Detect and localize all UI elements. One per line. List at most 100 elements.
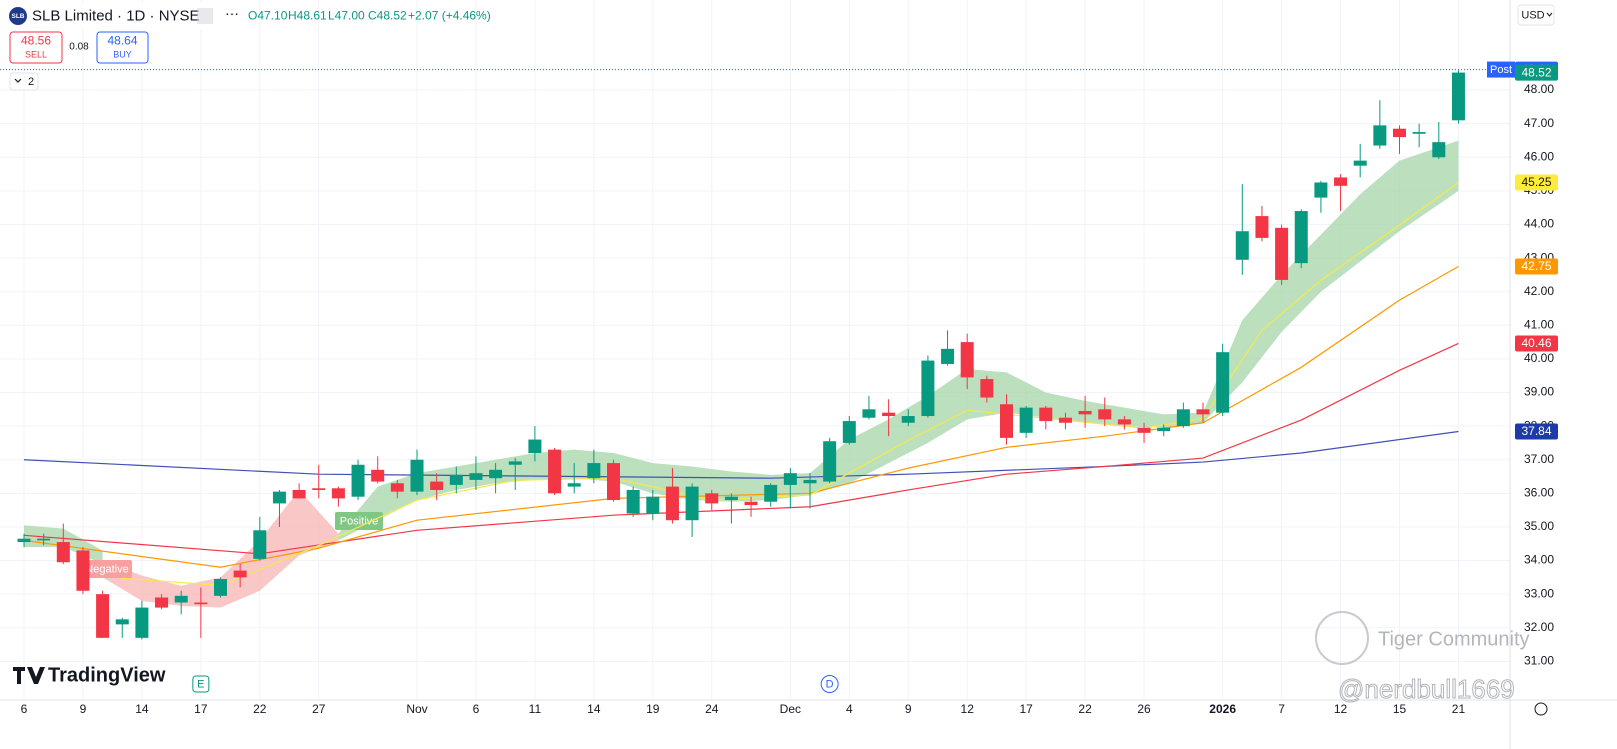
candle-body bbox=[567, 483, 581, 487]
time-axis-bg bbox=[0, 700, 1510, 749]
candle-body bbox=[744, 501, 758, 506]
moving-average bbox=[23, 265, 1459, 568]
x-tick-label: 14 bbox=[135, 702, 149, 716]
currency-chevron bbox=[1546, 12, 1553, 17]
candle-body bbox=[410, 459, 424, 492]
buy-price: 48.64 bbox=[107, 34, 137, 48]
candle-body bbox=[331, 488, 345, 499]
candle-body bbox=[214, 579, 227, 596]
candle-body bbox=[489, 469, 503, 479]
overlays: SLB SLB Limited · 1D · NYSE ⋯ O47.10 H48.… bbox=[0, 2, 1558, 716]
candle-body bbox=[1137, 427, 1151, 433]
candle-body bbox=[1235, 231, 1249, 260]
y-tick-label: 40.00 bbox=[1524, 351, 1554, 365]
x-tick-label: 17 bbox=[1019, 702, 1033, 716]
candle-body bbox=[980, 379, 994, 398]
candle-body bbox=[253, 530, 267, 559]
tv-logo-mark bbox=[13, 667, 45, 684]
candle-body bbox=[272, 491, 286, 504]
y-tick-label: 36.00 bbox=[1524, 485, 1554, 499]
symbol-title[interactable]: SLB Limited · 1D · NYSE bbox=[32, 7, 200, 24]
y-tick-label: 37.00 bbox=[1524, 452, 1554, 466]
candle-body bbox=[1412, 132, 1426, 134]
candle-body bbox=[842, 421, 856, 443]
x-tick-label: 9 bbox=[80, 702, 87, 716]
candle-body bbox=[1058, 417, 1072, 423]
candle-body bbox=[921, 360, 935, 417]
x-tick-label: 17 bbox=[194, 702, 208, 716]
positive-tag bbox=[335, 512, 383, 530]
moving-average bbox=[23, 342, 1459, 555]
sell-price: 48.56 bbox=[21, 34, 51, 48]
candle-body bbox=[960, 342, 974, 378]
candle-body bbox=[37, 538, 51, 541]
candle-body bbox=[823, 441, 837, 482]
sell-button[interactable] bbox=[9, 31, 63, 64]
x-tick-label: 12 bbox=[961, 702, 975, 716]
y-tick-label: 31.00 bbox=[1524, 654, 1554, 668]
candle-body bbox=[135, 607, 149, 638]
candle-body bbox=[783, 473, 797, 485]
event-label: E bbox=[197, 678, 204, 690]
x-tick-label: Dec bbox=[780, 702, 801, 716]
candle-body bbox=[1314, 182, 1328, 198]
moving-average bbox=[122, 181, 1459, 587]
candle-body bbox=[764, 484, 778, 502]
settings-icon[interactable] bbox=[1534, 702, 1548, 716]
ohlc: O47.10 H48.61 L47.00 C48.52 +2.07 (+4.46%) bbox=[248, 9, 491, 23]
candle-body bbox=[1334, 177, 1348, 186]
candle-body bbox=[607, 463, 620, 501]
indicators-toggle[interactable] bbox=[9, 72, 39, 91]
ohlc-value: L47.00 bbox=[328, 9, 365, 23]
event-marker bbox=[192, 675, 210, 693]
candle-body bbox=[1039, 407, 1053, 422]
candle-body bbox=[528, 439, 542, 454]
candle-body bbox=[430, 481, 444, 490]
candle-body bbox=[1216, 352, 1230, 413]
flag-icon[interactable] bbox=[197, 8, 213, 24]
x-tick-label: 26 bbox=[1137, 702, 1151, 716]
negative-tag bbox=[82, 560, 132, 578]
buy-button[interactable] bbox=[96, 31, 149, 64]
candle-body bbox=[351, 464, 365, 497]
y-tick-label: 44.00 bbox=[1524, 217, 1554, 231]
currency-button[interactable] bbox=[1517, 4, 1555, 26]
candle-body bbox=[233, 570, 247, 578]
candle-body bbox=[705, 493, 719, 504]
price-badge bbox=[1515, 64, 1558, 81]
candle-body bbox=[882, 412, 896, 417]
watermark-handle: @nerdbull1669 bbox=[1338, 674, 1515, 704]
price-badge bbox=[1515, 335, 1558, 352]
price-tag: Post bbox=[1490, 64, 1512, 76]
candle-body bbox=[1098, 409, 1112, 420]
candle-body bbox=[1176, 409, 1190, 427]
event-label: D bbox=[826, 678, 834, 690]
header-bg bbox=[2, 2, 246, 30]
ohlc-value: H48.61 bbox=[288, 9, 327, 23]
band bbox=[338, 140, 1459, 541]
candle-body bbox=[96, 594, 110, 638]
x-tick-label: 11 bbox=[529, 702, 542, 716]
candle-body bbox=[548, 449, 562, 494]
candle-body bbox=[1353, 160, 1367, 166]
tv-logo-text: TradingView bbox=[48, 664, 166, 686]
candle-body bbox=[1019, 407, 1033, 433]
y-tick-label: 42.00 bbox=[1524, 284, 1554, 298]
price-badge bbox=[1515, 423, 1558, 440]
change: +2.07 (+4.46%) bbox=[408, 9, 491, 23]
x-tick-label: 19 bbox=[646, 702, 660, 716]
candle-body bbox=[508, 461, 522, 465]
y-tick-label: 46.00 bbox=[1524, 149, 1554, 163]
x-tick-label: 6 bbox=[473, 702, 480, 716]
y-tick-label: 35.00 bbox=[1524, 519, 1554, 533]
x-tick-label: 7 bbox=[1278, 702, 1285, 716]
candle-body bbox=[1117, 419, 1131, 425]
ohlc-value: O47.10 bbox=[248, 9, 288, 23]
more-icon[interactable]: ⋯ bbox=[225, 6, 239, 22]
y-tick-label: 33.00 bbox=[1524, 586, 1554, 600]
candle-body bbox=[1451, 72, 1465, 121]
y-tick-label: 32.00 bbox=[1524, 620, 1554, 634]
candle-body bbox=[1157, 427, 1171, 432]
x-tick-label: 9 bbox=[905, 702, 912, 716]
